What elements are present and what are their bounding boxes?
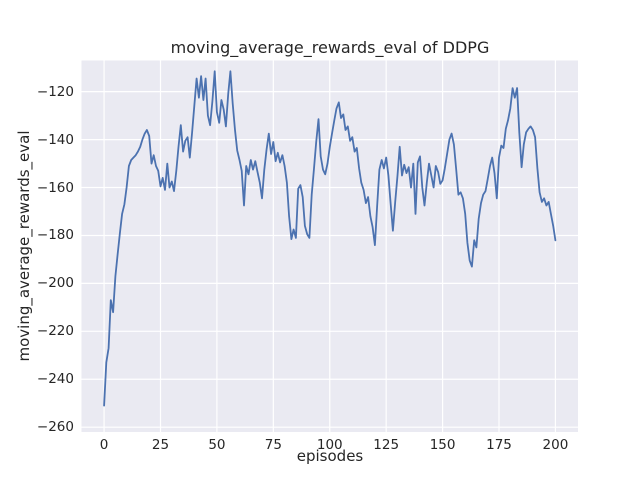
y-tick-label: −220 bbox=[36, 323, 74, 340]
x-tick-label: 175 bbox=[486, 437, 512, 453]
x-tick-label: 100 bbox=[316, 437, 343, 453]
x-tick-label: 25 bbox=[151, 437, 170, 453]
x-tick-label: 125 bbox=[373, 437, 400, 453]
x-axis-label: episodes bbox=[296, 447, 364, 465]
x-tick-label: 150 bbox=[429, 437, 456, 453]
y-tick-label: −200 bbox=[36, 275, 74, 292]
y-tick-label: −260 bbox=[36, 419, 74, 436]
x-tick-label: 200 bbox=[542, 437, 569, 453]
y-tick-label: −240 bbox=[36, 371, 74, 388]
y-tick-label: −140 bbox=[36, 131, 74, 148]
x-tick-label: 75 bbox=[264, 437, 282, 453]
data-line bbox=[103, 70, 557, 407]
y-tick-label: −160 bbox=[36, 179, 74, 196]
y-tick-label: −180 bbox=[36, 227, 74, 244]
chart-title: moving_average_rewards_eval of DDPG bbox=[170, 38, 490, 57]
x-tick-label: 0 bbox=[99, 437, 109, 453]
y-tick-label: −120 bbox=[36, 83, 74, 100]
x-tick-label: 50 bbox=[208, 437, 226, 453]
